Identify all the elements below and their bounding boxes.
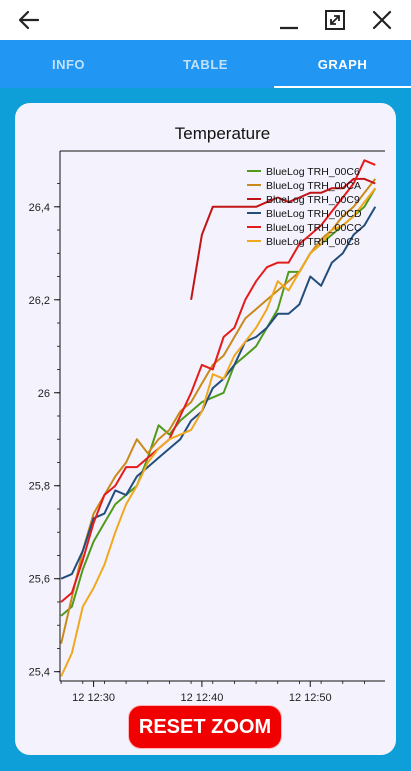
series-line-5 bbox=[60, 187, 377, 677]
series-line-3 bbox=[60, 206, 377, 580]
minimize-icon[interactable] bbox=[276, 7, 302, 33]
x-tick-label: 12 12:40 bbox=[181, 692, 224, 703]
arrow-left-icon[interactable] bbox=[16, 7, 42, 33]
y-tick-label: 26,2 bbox=[29, 295, 50, 307]
x-tick-label: 12 12:30 bbox=[72, 692, 115, 703]
tab-info-label: INFO bbox=[51, 56, 86, 72]
y-tick-label: 25,4 bbox=[29, 667, 50, 679]
y-tick-label: 26 bbox=[38, 388, 50, 400]
content-area: Temperature 25,4 25,6 25,8 26 26,2 26,4 12 12:3… bbox=[0, 88, 411, 771]
chart-card: Temperature 25,4 25,6 25,8 26 26,2 26,4 12 12:3… bbox=[15, 103, 396, 755]
legend-label-0: BlueLog TRH_00C6 bbox=[266, 166, 360, 178]
tab-graph[interactable]: GRAPH bbox=[274, 40, 411, 88]
reset-zoom-button[interactable]: RESET ZOOM bbox=[128, 705, 282, 749]
series-line-4 bbox=[60, 159, 376, 603]
series-line-1 bbox=[60, 178, 377, 645]
temperature-chart[interactable]: Temperature 25,4 25,6 25,8 26 26,2 26,4 12 12:3… bbox=[15, 103, 396, 703]
tab-table[interactable]: TABLE bbox=[137, 40, 274, 88]
fullscreen-icon[interactable] bbox=[322, 7, 348, 33]
reset-zoom-label: RESET ZOOM bbox=[138, 715, 272, 738]
legend-label-3: BlueLog TRH_00CD bbox=[266, 208, 362, 220]
tab-bar: INFO TABLE GRAPH bbox=[0, 40, 411, 88]
y-tick-label: 26,4 bbox=[29, 202, 50, 214]
chart-title: Temperature bbox=[175, 124, 270, 143]
tab-graph-label: GRAPH bbox=[317, 56, 368, 72]
y-tick-label: 25,6 bbox=[29, 574, 50, 586]
legend-label-4: BlueLog TRH_00CC bbox=[266, 222, 362, 234]
legend-label-1: BlueLog TRH_00CA bbox=[266, 180, 361, 192]
tab-info[interactable]: INFO bbox=[0, 40, 137, 88]
y-tick-label: 25,8 bbox=[29, 481, 50, 493]
x-tick-label: 12 12:50 bbox=[289, 692, 332, 703]
series-line-2 bbox=[190, 177, 376, 300]
tab-table-label: TABLE bbox=[183, 56, 228, 72]
legend-label-2: BlueLog TRH_00C9 bbox=[266, 194, 360, 206]
close-icon[interactable] bbox=[369, 7, 395, 33]
legend-label-5: BlueLog TRH_00C8 bbox=[266, 236, 360, 248]
title-bar bbox=[0, 0, 411, 40]
